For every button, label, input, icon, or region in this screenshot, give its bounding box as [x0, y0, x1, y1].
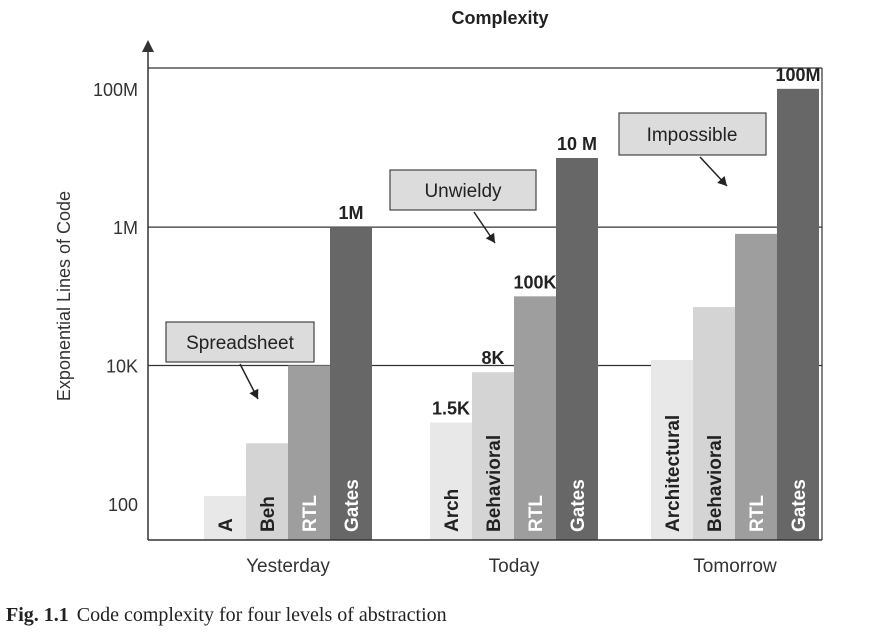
annotation-box — [389, 169, 537, 211]
bar-value-label: 1.5K — [432, 398, 470, 418]
bar-value-label: 8K — [481, 348, 504, 368]
x-category-labels: Yesterday Today Tomorrow — [246, 556, 777, 577]
x-category-label: Yesterday — [246, 556, 330, 577]
y-tick-label: 100 — [108, 495, 138, 515]
bar-label: Behavioral — [484, 435, 505, 532]
figure-caption-text: Code complexity for four levels of abstr… — [76, 604, 447, 626]
bar — [288, 365, 330, 540]
bar — [514, 296, 556, 540]
bar-value-label: 10 M — [557, 134, 597, 154]
y-tick-label: 100M — [93, 80, 138, 100]
y-tick-label: 10K — [106, 356, 138, 376]
figure-caption: Fig. 1.1 Code complexity for four levels … — [6, 604, 447, 627]
bar — [735, 233, 777, 541]
bar — [246, 443, 288, 540]
bar-label: Gates — [568, 479, 589, 532]
bar — [472, 372, 514, 540]
annotation-arrowhead — [717, 176, 727, 186]
bar-value-label: 1M — [338, 203, 363, 223]
bar-label: Architectural — [663, 415, 684, 532]
y-axis-label: Exponential Lines of Code — [54, 191, 74, 401]
bar-label: A — [216, 518, 237, 532]
bar-value-label: 100K — [513, 272, 556, 292]
annotations-layer: Spreadsheet Unwieldy Impossible — [165, 112, 767, 400]
annotation-arrowhead — [249, 388, 259, 399]
chart-title: Complexity — [451, 8, 548, 28]
bar — [693, 307, 735, 540]
bar — [556, 157, 598, 540]
y-axis-arrow — [142, 40, 154, 52]
bar — [204, 495, 246, 540]
bar-label: Gates — [342, 479, 363, 532]
annotation-arrowhead — [485, 232, 495, 243]
bar — [777, 88, 819, 541]
annotation-text: Spreadsheet — [186, 333, 294, 354]
y-tick-label: 1M — [113, 218, 138, 238]
bar — [651, 360, 693, 540]
bar-value-label: 100M — [775, 65, 820, 85]
bar-label: RTL — [300, 495, 321, 532]
y-tick-labels: 100 10K 1M 100M — [93, 80, 138, 515]
annotation-box — [165, 321, 315, 363]
annotation-box — [618, 112, 767, 156]
bar — [430, 422, 472, 540]
complexity-chart: Complexity Exponential Lines of Code A Be… — [54, 8, 823, 577]
bar — [330, 227, 372, 541]
axes-layer — [142, 40, 823, 541]
bar-label: Beh — [258, 496, 279, 532]
x-category-label: Tomorrow — [693, 556, 777, 577]
bar-label: RTL — [526, 495, 547, 532]
bars-layer: A Beh RTL Gates 1M Arch 1.5K Behavioral 8K RTL 100… — [204, 65, 821, 541]
figure-label: Fig. 1.1 — [6, 604, 69, 626]
x-category-label: Today — [489, 556, 540, 577]
bar-label: Behavioral — [705, 435, 726, 532]
annotation-text: Unwieldy — [424, 181, 502, 202]
bar-label: RTL — [747, 495, 768, 532]
bar-label: Gates — [789, 479, 810, 532]
annotation-text: Impossible — [647, 125, 738, 146]
bar-label: Arch — [442, 489, 463, 532]
